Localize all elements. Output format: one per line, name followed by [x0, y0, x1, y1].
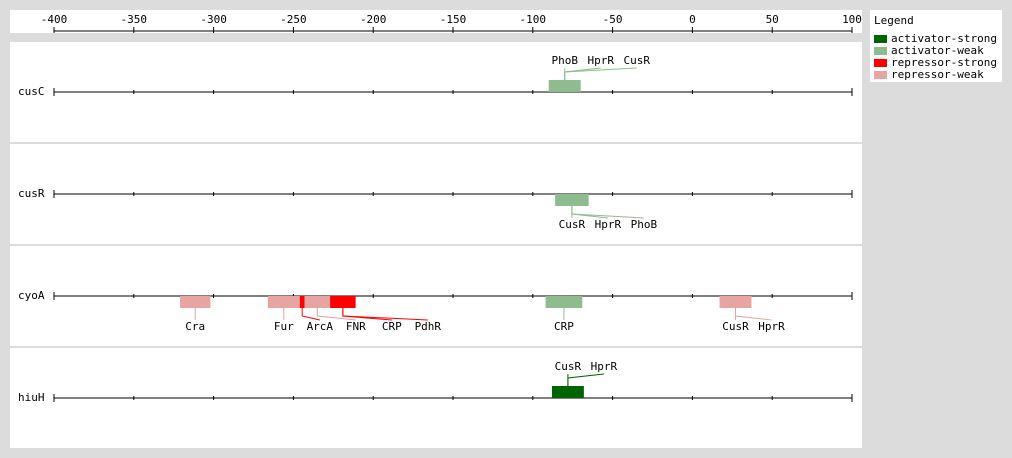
- legend-swatch: [874, 71, 887, 79]
- binding-site: [330, 296, 356, 308]
- binding-site: [551, 386, 584, 398]
- binding-site: [548, 80, 581, 92]
- axis-tick-label: -400: [41, 13, 68, 26]
- axis-tick-label: -350: [121, 13, 148, 26]
- factor-label: HprR: [591, 360, 618, 373]
- site-connector: [301, 308, 320, 321]
- site-connector: [316, 308, 356, 321]
- axis-tick-label: -250: [280, 13, 307, 26]
- site-connector: [564, 67, 637, 80]
- factor-label: PdhR: [415, 320, 442, 333]
- binding-site: [304, 296, 331, 308]
- legend-title: Legend: [874, 14, 914, 27]
- legend-label: activator-strong: [891, 32, 997, 45]
- axis-tick-label: -300: [200, 13, 227, 26]
- factor-label: CusR: [555, 360, 582, 373]
- factor-label: CRP: [554, 320, 574, 333]
- legend-label: repressor-weak: [891, 68, 984, 81]
- axis-tick-label: 50: [766, 13, 779, 26]
- factor-label: HprR: [758, 320, 785, 333]
- site-connector: [567, 373, 604, 386]
- binding-site: [555, 194, 589, 206]
- factor-label: CusR: [722, 320, 749, 333]
- gene-name: cyoA: [18, 289, 45, 302]
- legend-box: [870, 10, 1002, 82]
- site-connector: [342, 308, 428, 321]
- site-connector: [734, 308, 772, 321]
- binding-site: [545, 296, 583, 308]
- axis-tick-label: -100: [520, 13, 547, 26]
- site-connector: [571, 206, 644, 219]
- axis-tick-label: 100: [842, 13, 862, 26]
- factor-label: CusR: [559, 218, 586, 231]
- gene-name: hiuH: [18, 391, 45, 404]
- binding-site: [267, 296, 300, 308]
- axis-tick-label: -200: [360, 13, 387, 26]
- axis-tick-label: -150: [440, 13, 467, 26]
- binding-site: [180, 296, 211, 308]
- factor-label: FNR: [346, 320, 366, 333]
- binding-site: [299, 296, 305, 308]
- factor-label: Fur: [274, 320, 294, 333]
- axis-panel: [10, 10, 862, 33]
- binding-site: [719, 296, 752, 308]
- factor-label: HprR: [587, 54, 614, 67]
- factor-label: CRP: [382, 320, 402, 333]
- factor-label: PhoB: [551, 54, 578, 67]
- gene-name: cusC: [18, 85, 45, 98]
- gene-name: cusR: [18, 187, 45, 200]
- factor-label: PhoB: [631, 218, 658, 231]
- factor-label: HprR: [595, 218, 622, 231]
- legend-swatch: [874, 59, 887, 67]
- legend-label: repressor-strong: [891, 56, 997, 69]
- factor-label: Cra: [185, 320, 205, 333]
- factor-label: ArcA: [307, 320, 334, 333]
- axis-tick-label: 0: [689, 13, 696, 26]
- axis-tick-label: -50: [603, 13, 623, 26]
- legend-swatch: [874, 35, 887, 43]
- legend-swatch: [874, 47, 887, 55]
- legend-label: activator-weak: [891, 44, 984, 57]
- factor-label: CusR: [623, 54, 650, 67]
